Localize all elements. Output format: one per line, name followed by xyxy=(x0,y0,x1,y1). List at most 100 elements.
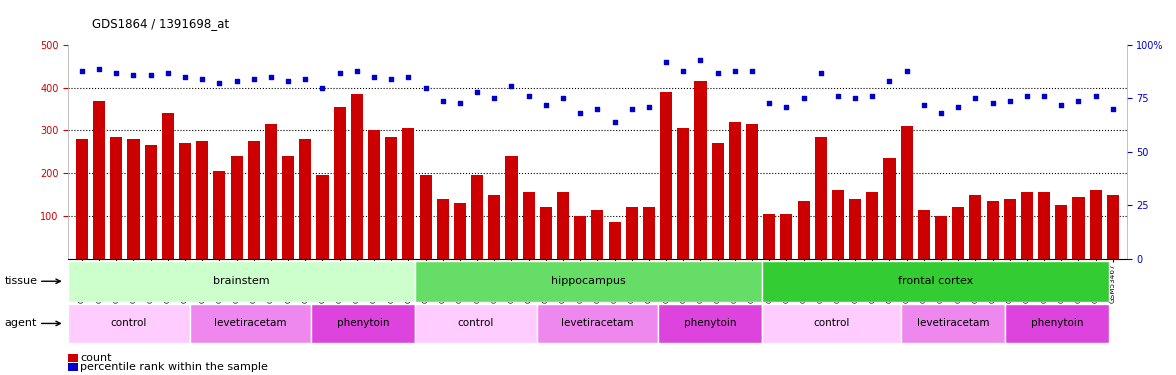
Text: phenytoin: phenytoin xyxy=(1031,318,1083,328)
Point xyxy=(554,95,573,101)
Bar xyxy=(312,304,415,343)
Point xyxy=(434,98,453,104)
Point xyxy=(347,68,366,74)
Bar xyxy=(797,201,809,259)
Point xyxy=(159,70,178,76)
Bar xyxy=(454,203,466,259)
Bar xyxy=(415,261,762,302)
Bar xyxy=(660,92,673,259)
Bar xyxy=(729,122,741,259)
Text: hippocampus: hippocampus xyxy=(552,276,626,286)
Point xyxy=(313,85,332,91)
Point xyxy=(211,81,229,87)
Bar xyxy=(677,128,689,259)
Point xyxy=(382,76,401,82)
Bar xyxy=(901,126,913,259)
Bar xyxy=(316,176,328,259)
Bar xyxy=(695,81,707,259)
Point xyxy=(949,104,968,110)
Bar xyxy=(883,158,895,259)
Bar xyxy=(1005,304,1109,343)
Point xyxy=(193,76,212,82)
Bar xyxy=(643,207,655,259)
Point xyxy=(141,72,160,78)
Bar xyxy=(659,304,762,343)
Bar xyxy=(1038,192,1050,259)
Point xyxy=(1087,93,1105,99)
Point xyxy=(227,78,246,84)
Point xyxy=(760,100,779,106)
Bar xyxy=(472,176,483,259)
Point xyxy=(588,106,607,112)
Point xyxy=(261,74,280,80)
Bar xyxy=(969,195,982,259)
Bar xyxy=(127,139,140,259)
Text: levetiracetam: levetiracetam xyxy=(917,318,989,328)
Bar xyxy=(987,201,998,259)
Bar xyxy=(762,304,901,343)
Point xyxy=(330,70,349,76)
Bar xyxy=(901,304,1005,343)
Bar xyxy=(386,137,397,259)
Point xyxy=(674,68,693,74)
Text: GDS1864 / 1391698_at: GDS1864 / 1391698_at xyxy=(92,17,229,30)
Point xyxy=(1035,93,1054,99)
Bar xyxy=(1073,197,1084,259)
Point xyxy=(983,100,1002,106)
Point xyxy=(450,100,469,106)
Point xyxy=(931,110,950,116)
Bar xyxy=(953,207,964,259)
Bar xyxy=(1004,199,1016,259)
Point xyxy=(73,68,92,74)
Point xyxy=(622,106,641,112)
Text: percentile rank within the sample: percentile rank within the sample xyxy=(80,362,268,372)
Bar xyxy=(282,156,294,259)
Point xyxy=(777,104,796,110)
Bar xyxy=(76,139,88,259)
Bar xyxy=(815,137,827,259)
Bar xyxy=(300,139,312,259)
Point xyxy=(1103,106,1122,112)
Bar xyxy=(867,192,878,259)
Bar xyxy=(1090,190,1102,259)
Text: count: count xyxy=(80,353,112,363)
Text: agent: agent xyxy=(5,318,38,328)
Point xyxy=(279,78,298,84)
Point xyxy=(520,93,539,99)
Point xyxy=(107,70,126,76)
Text: brainstem: brainstem xyxy=(213,276,270,286)
Bar xyxy=(402,128,414,259)
Bar xyxy=(574,216,587,259)
Point xyxy=(416,85,435,91)
Bar xyxy=(230,156,242,259)
Bar xyxy=(179,143,191,259)
Bar xyxy=(368,130,380,259)
Bar xyxy=(111,137,122,259)
Bar xyxy=(436,199,449,259)
Point xyxy=(915,102,934,108)
Point xyxy=(536,102,555,108)
Point xyxy=(365,74,383,80)
Point xyxy=(89,66,108,72)
Text: levetiracetam: levetiracetam xyxy=(214,318,287,328)
Bar xyxy=(162,113,174,259)
Point xyxy=(708,70,727,76)
Bar xyxy=(762,261,1109,302)
Point xyxy=(1017,93,1036,99)
Point xyxy=(656,59,675,65)
Bar xyxy=(506,156,517,259)
Point xyxy=(897,68,916,74)
Text: control: control xyxy=(457,318,494,328)
Bar xyxy=(781,214,793,259)
Bar xyxy=(68,261,415,302)
Bar xyxy=(711,143,723,259)
Text: control: control xyxy=(814,318,850,328)
Bar xyxy=(145,146,156,259)
Bar xyxy=(540,207,552,259)
Bar xyxy=(415,304,536,343)
Point xyxy=(468,89,487,95)
Point xyxy=(1001,98,1020,104)
Bar xyxy=(917,210,930,259)
Point xyxy=(811,70,830,76)
Bar xyxy=(592,210,603,259)
